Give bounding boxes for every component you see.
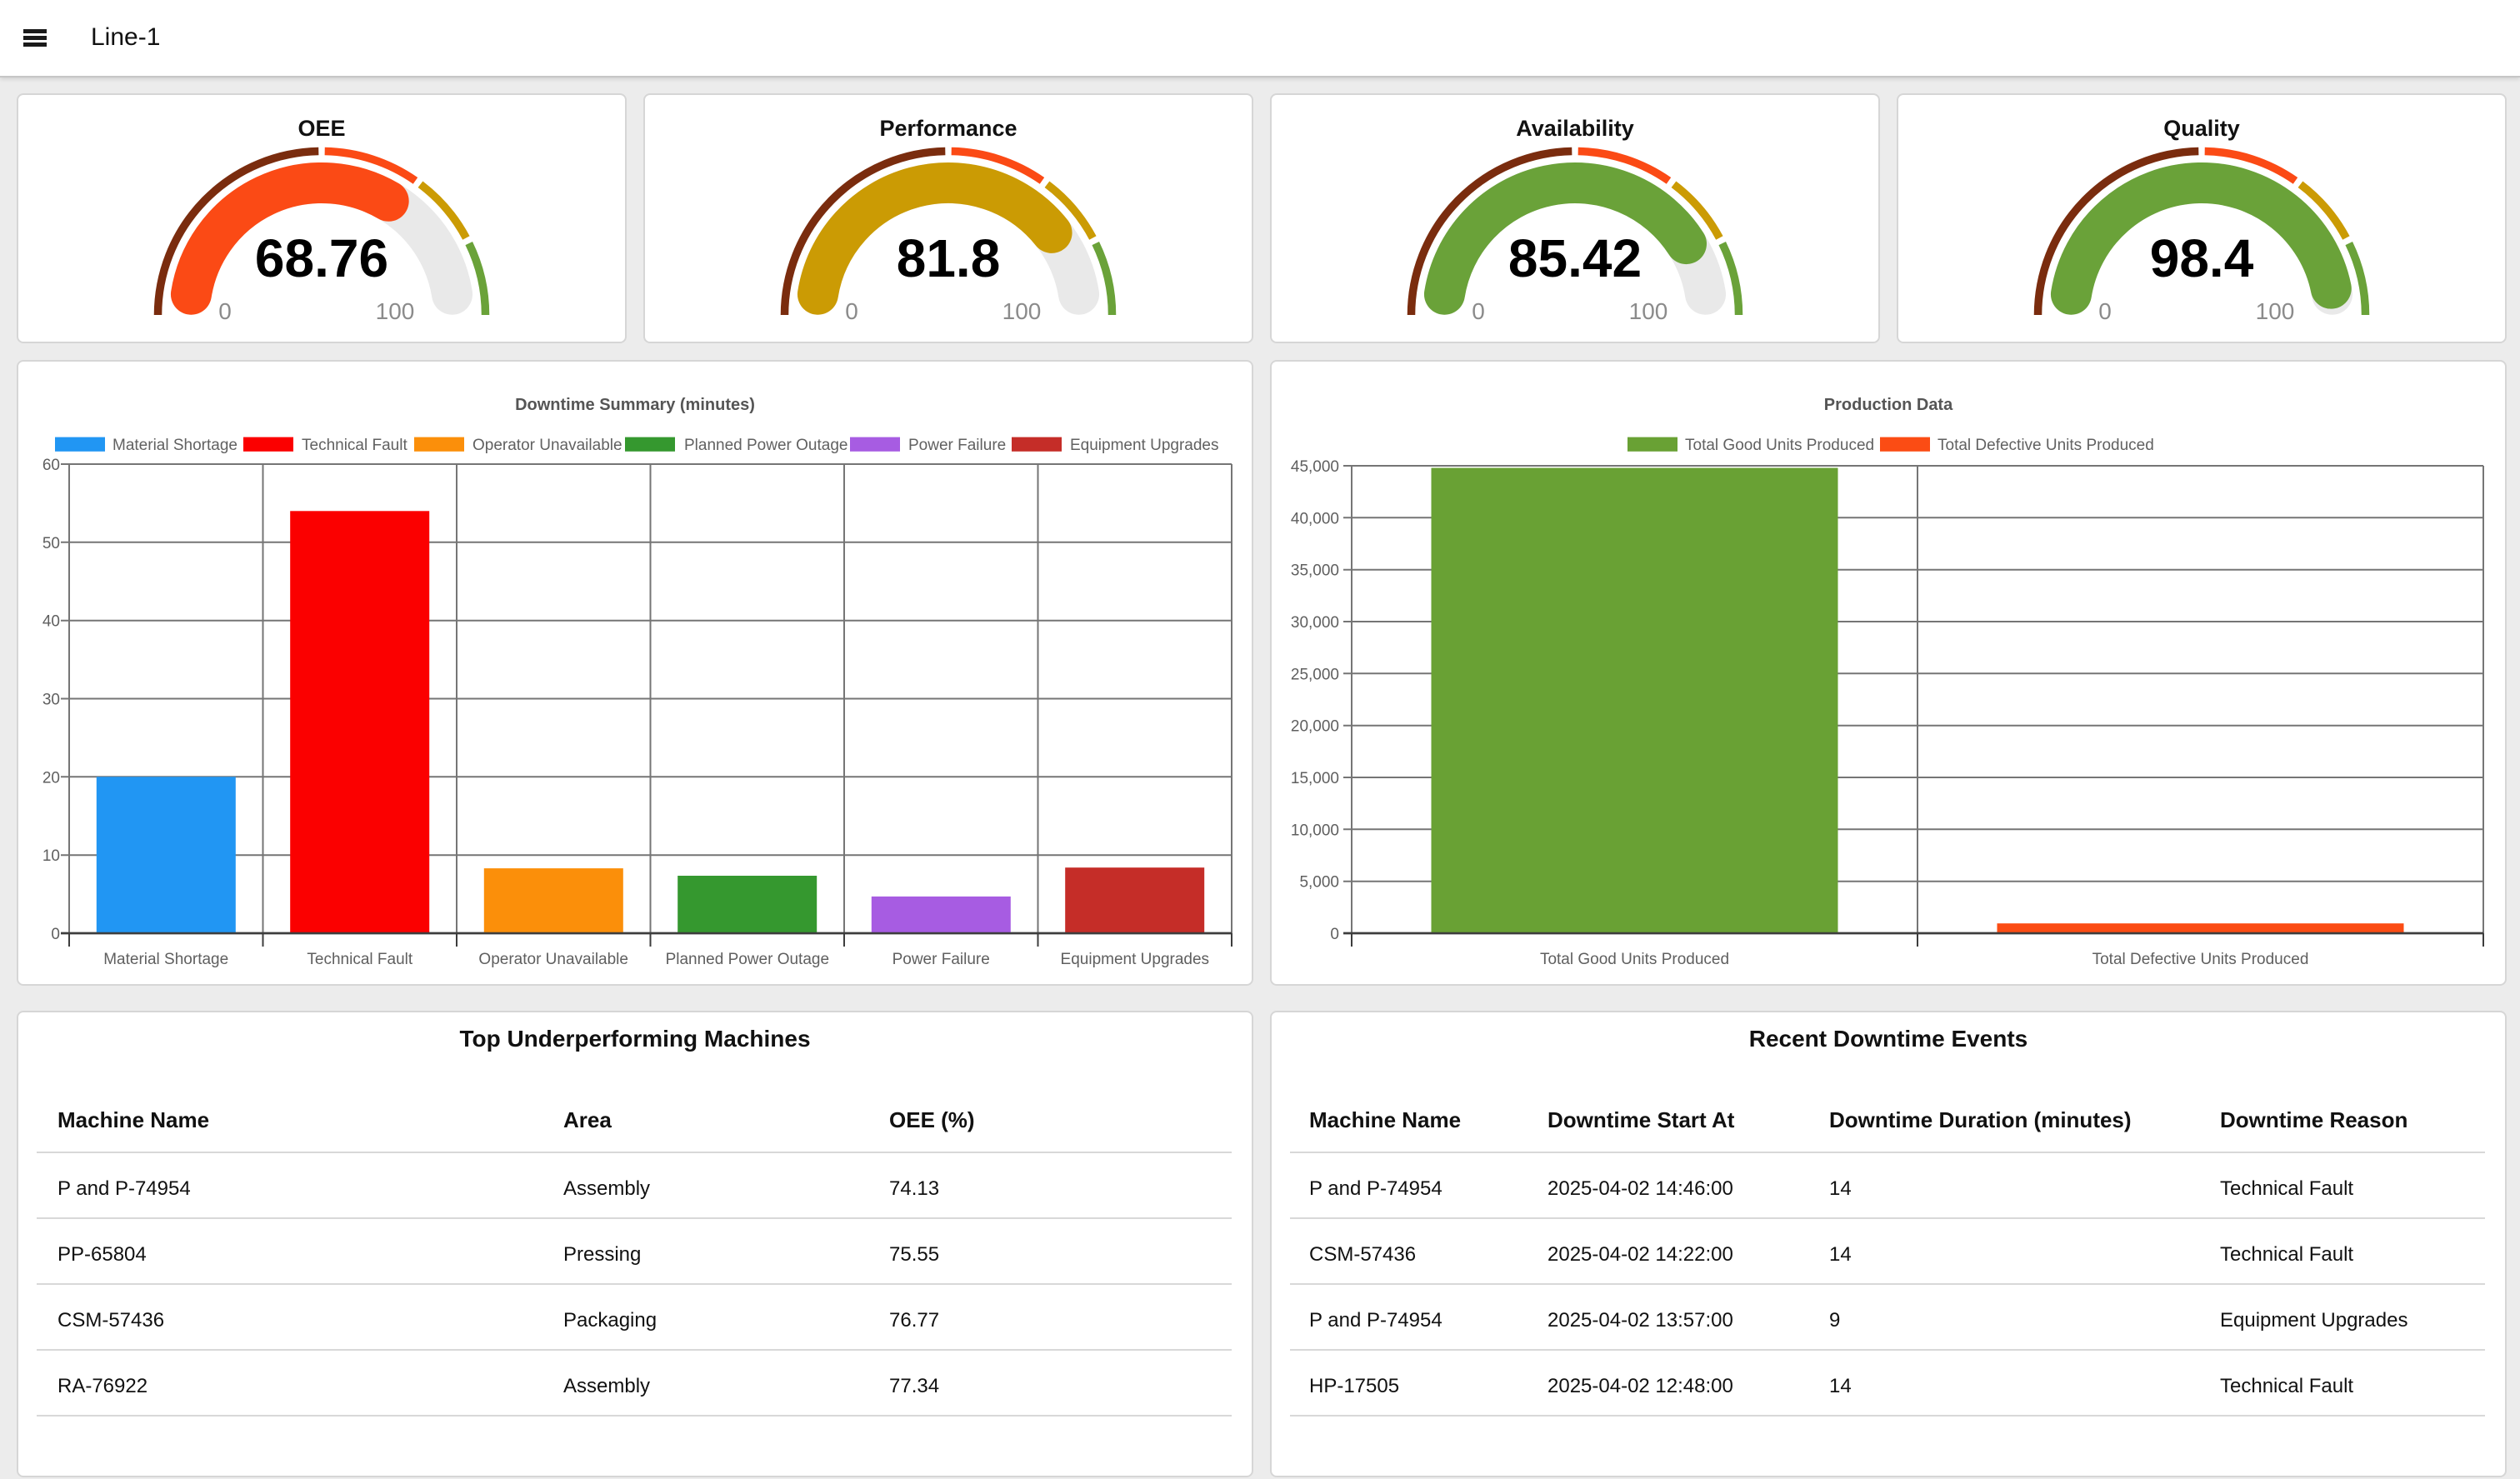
svg-text:9: 9	[1829, 1309, 1840, 1332]
svg-text:30: 30	[42, 692, 60, 709]
svg-text:35,000: 35,000	[1291, 562, 1339, 580]
svg-text:20: 20	[42, 769, 60, 787]
svg-text:Downtime Start At: Downtime Start At	[1548, 1107, 1735, 1132]
svg-text:Machine Name: Machine Name	[1309, 1107, 1461, 1132]
svg-text:OEE (%): OEE (%)	[889, 1107, 975, 1132]
svg-text:Total Good Units Produced: Total Good Units Produced	[1540, 951, 1729, 968]
svg-text:15,000: 15,000	[1291, 770, 1339, 787]
svg-text:Technical Fault: Technical Fault	[302, 437, 408, 454]
svg-text:100: 100	[1002, 298, 1042, 324]
svg-text:Machine Name: Machine Name	[58, 1107, 209, 1132]
svg-text:5,000: 5,000	[1299, 874, 1339, 892]
svg-text:Downtime Summary (minutes): Downtime Summary (minutes)	[515, 396, 755, 414]
svg-text:Technical Fault: Technical Fault	[307, 951, 412, 968]
svg-text:2025-04-02 13:57:00: 2025-04-02 13:57:00	[1548, 1309, 1733, 1332]
svg-text:Equipment Upgrades: Equipment Upgrades	[1070, 437, 1219, 454]
svg-text:50: 50	[42, 535, 60, 552]
svg-text:Technical Fault: Technical Fault	[2220, 1177, 2353, 1200]
svg-text:P and P-74954: P and P-74954	[58, 1177, 191, 1200]
svg-text:Area: Area	[563, 1107, 612, 1132]
svg-text:Equipment Upgrades: Equipment Upgrades	[1061, 951, 1210, 968]
svg-text:Packaging: Packaging	[563, 1309, 657, 1332]
svg-text:PP-65804: PP-65804	[58, 1243, 147, 1266]
svg-text:20,000: 20,000	[1291, 718, 1339, 736]
svg-text:0: 0	[1330, 926, 1339, 943]
svg-text:Assembly: Assembly	[563, 1177, 650, 1200]
svg-text:Material Shortage: Material Shortage	[103, 951, 228, 968]
svg-text:Quality: Quality	[2163, 116, 2240, 141]
svg-text:Production Data: Production Data	[1824, 396, 1953, 414]
svg-text:0: 0	[51, 926, 60, 943]
svg-text:74.13: 74.13	[889, 1177, 939, 1200]
svg-text:14: 14	[1829, 1375, 1852, 1397]
svg-text:2025-04-02 14:46:00: 2025-04-02 14:46:00	[1548, 1177, 1733, 1200]
svg-text:HP-17505: HP-17505	[1309, 1375, 1399, 1397]
svg-text:40,000: 40,000	[1291, 510, 1339, 527]
svg-text:30,000: 30,000	[1291, 614, 1339, 632]
svg-text:OEE: OEE	[298, 116, 345, 141]
svg-text:Availability: Availability	[1516, 116, 1634, 141]
svg-text:100: 100	[376, 298, 415, 324]
svg-text:40: 40	[42, 613, 60, 631]
svg-text:Equipment Upgrades: Equipment Upgrades	[2220, 1309, 2408, 1332]
svg-text:Planned Power Outage: Planned Power Outage	[666, 951, 829, 968]
svg-text:P and P-74954: P and P-74954	[1309, 1309, 1442, 1332]
svg-text:98.4: 98.4	[2150, 228, 2254, 288]
svg-text:0: 0	[1472, 298, 1485, 324]
svg-text:0: 0	[218, 298, 232, 324]
svg-text:0: 0	[845, 298, 858, 324]
svg-text:60: 60	[42, 457, 60, 474]
svg-text:Power Failure: Power Failure	[892, 951, 990, 968]
svg-text:RA-76922: RA-76922	[58, 1375, 148, 1397]
svg-text:Pressing: Pressing	[563, 1243, 641, 1266]
svg-text:Downtime Reason: Downtime Reason	[2220, 1107, 2408, 1132]
svg-text:Planned Power Outage: Planned Power Outage	[684, 437, 848, 454]
svg-text:14: 14	[1829, 1177, 1852, 1200]
svg-text:Total Defective Units Produced: Total Defective Units Produced	[1938, 437, 2154, 454]
svg-text:Technical Fault: Technical Fault	[2220, 1375, 2353, 1397]
svg-text:P and P-74954: P and P-74954	[1309, 1177, 1442, 1200]
svg-text:25,000: 25,000	[1291, 666, 1339, 683]
svg-text:Material Shortage: Material Shortage	[112, 437, 238, 454]
svg-text:10: 10	[42, 847, 60, 865]
svg-text:Downtime Duration (minutes): Downtime Duration (minutes)	[1829, 1107, 2132, 1132]
svg-text:Total Defective Units Produced: Total Defective Units Produced	[2092, 951, 2309, 968]
svg-text:85.42: 85.42	[1508, 228, 1642, 288]
svg-text:Operator Unavailable: Operator Unavailable	[478, 951, 628, 968]
svg-text:Technical Fault: Technical Fault	[2220, 1243, 2353, 1266]
svg-text:Top Underperforming Machines: Top Underperforming Machines	[459, 1026, 810, 1052]
svg-text:81.8: 81.8	[897, 228, 1001, 288]
svg-text:Total Good Units Produced: Total Good Units Produced	[1685, 437, 1874, 454]
svg-text:14: 14	[1829, 1243, 1852, 1266]
svg-text:45,000: 45,000	[1291, 458, 1339, 476]
svg-text:100: 100	[2256, 298, 2295, 324]
svg-text:2025-04-02 14:22:00: 2025-04-02 14:22:00	[1548, 1243, 1733, 1266]
svg-text:Recent Downtime Events: Recent Downtime Events	[1749, 1026, 2028, 1052]
svg-text:10,000: 10,000	[1291, 822, 1339, 839]
svg-text:Operator Unavailable: Operator Unavailable	[472, 437, 622, 454]
svg-text:68.76: 68.76	[255, 228, 388, 288]
svg-text:75.55: 75.55	[889, 1243, 939, 1266]
svg-text:2025-04-02 12:48:00: 2025-04-02 12:48:00	[1548, 1375, 1733, 1397]
svg-text:CSM-57436: CSM-57436	[58, 1309, 164, 1332]
svg-text:77.34: 77.34	[889, 1375, 939, 1397]
svg-text:100: 100	[1629, 298, 1668, 324]
svg-text:0: 0	[2098, 298, 2112, 324]
svg-text:Assembly: Assembly	[563, 1375, 650, 1397]
svg-text:76.77: 76.77	[889, 1309, 939, 1332]
svg-text:CSM-57436: CSM-57436	[1309, 1243, 1416, 1266]
svg-text:Performance: Performance	[879, 116, 1017, 141]
svg-text:Power Failure: Power Failure	[908, 437, 1006, 454]
